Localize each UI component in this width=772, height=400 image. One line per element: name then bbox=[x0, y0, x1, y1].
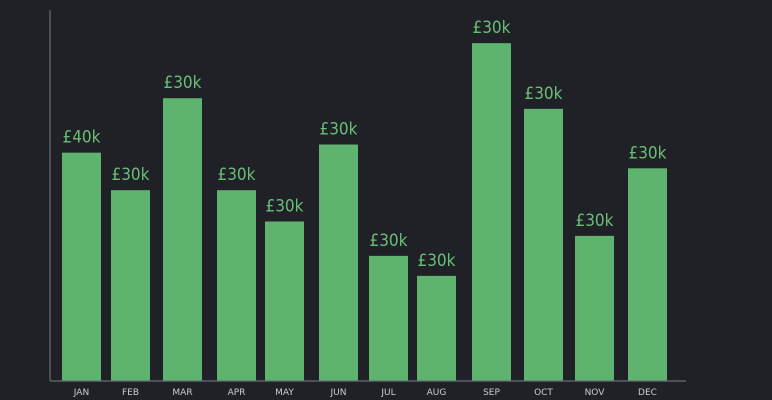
x-tick-dec: DEC bbox=[638, 388, 657, 398]
data-label-oct: £30k bbox=[524, 84, 562, 104]
x-tick-labels-group: JAN FEB MAR APR MAY JUN JUL AUG SEP OCT NOV DEC bbox=[73, 388, 657, 398]
bar-mar bbox=[163, 98, 202, 381]
x-tick-may: MAY bbox=[275, 388, 294, 398]
data-label-aug: £30k bbox=[417, 251, 455, 271]
x-tick-feb: FEB bbox=[122, 388, 139, 398]
bars-group bbox=[62, 43, 667, 382]
bar-apr bbox=[217, 190, 256, 381]
bar-aug bbox=[417, 275, 456, 381]
data-label-nov: £30k bbox=[575, 211, 613, 231]
x-tick-jan: JAN bbox=[73, 388, 89, 398]
x-tick-oct: OCT bbox=[534, 388, 553, 398]
bar-dec bbox=[628, 168, 667, 381]
bar-jul bbox=[369, 255, 408, 381]
data-label-may: £30k bbox=[265, 196, 303, 216]
value-labels-group: £40k £30k £30k £30k £30k £30k £30k £30k £30k £30k… bbox=[62, 18, 666, 271]
x-tick-jul: JUL bbox=[380, 388, 395, 398]
data-label-jul: £30k bbox=[369, 231, 407, 251]
data-label-feb: £30k bbox=[111, 165, 149, 185]
bar-feb bbox=[111, 190, 150, 381]
data-label-mar: £30k bbox=[163, 73, 201, 93]
bar-sep bbox=[472, 43, 511, 382]
x-tick-nov: NOV bbox=[585, 388, 606, 398]
data-label-apr: £30k bbox=[217, 165, 255, 185]
data-label-dec: £30k bbox=[628, 143, 666, 163]
data-label-jan: £40k bbox=[62, 128, 100, 148]
data-label-sep: £30k bbox=[472, 18, 510, 38]
bar-nov bbox=[575, 235, 614, 381]
x-tick-sep: SEP bbox=[483, 388, 500, 398]
x-tick-apr: APR bbox=[228, 388, 246, 398]
bar-oct bbox=[524, 108, 563, 381]
bar-jan bbox=[62, 152, 101, 381]
data-label-jun: £30k bbox=[319, 120, 357, 140]
bar-may bbox=[265, 221, 304, 381]
x-tick-mar: MAR bbox=[172, 388, 192, 398]
x-tick-aug: AUG bbox=[427, 388, 447, 398]
x-tick-jun: JUN bbox=[330, 388, 347, 398]
bar-jun bbox=[319, 144, 358, 381]
